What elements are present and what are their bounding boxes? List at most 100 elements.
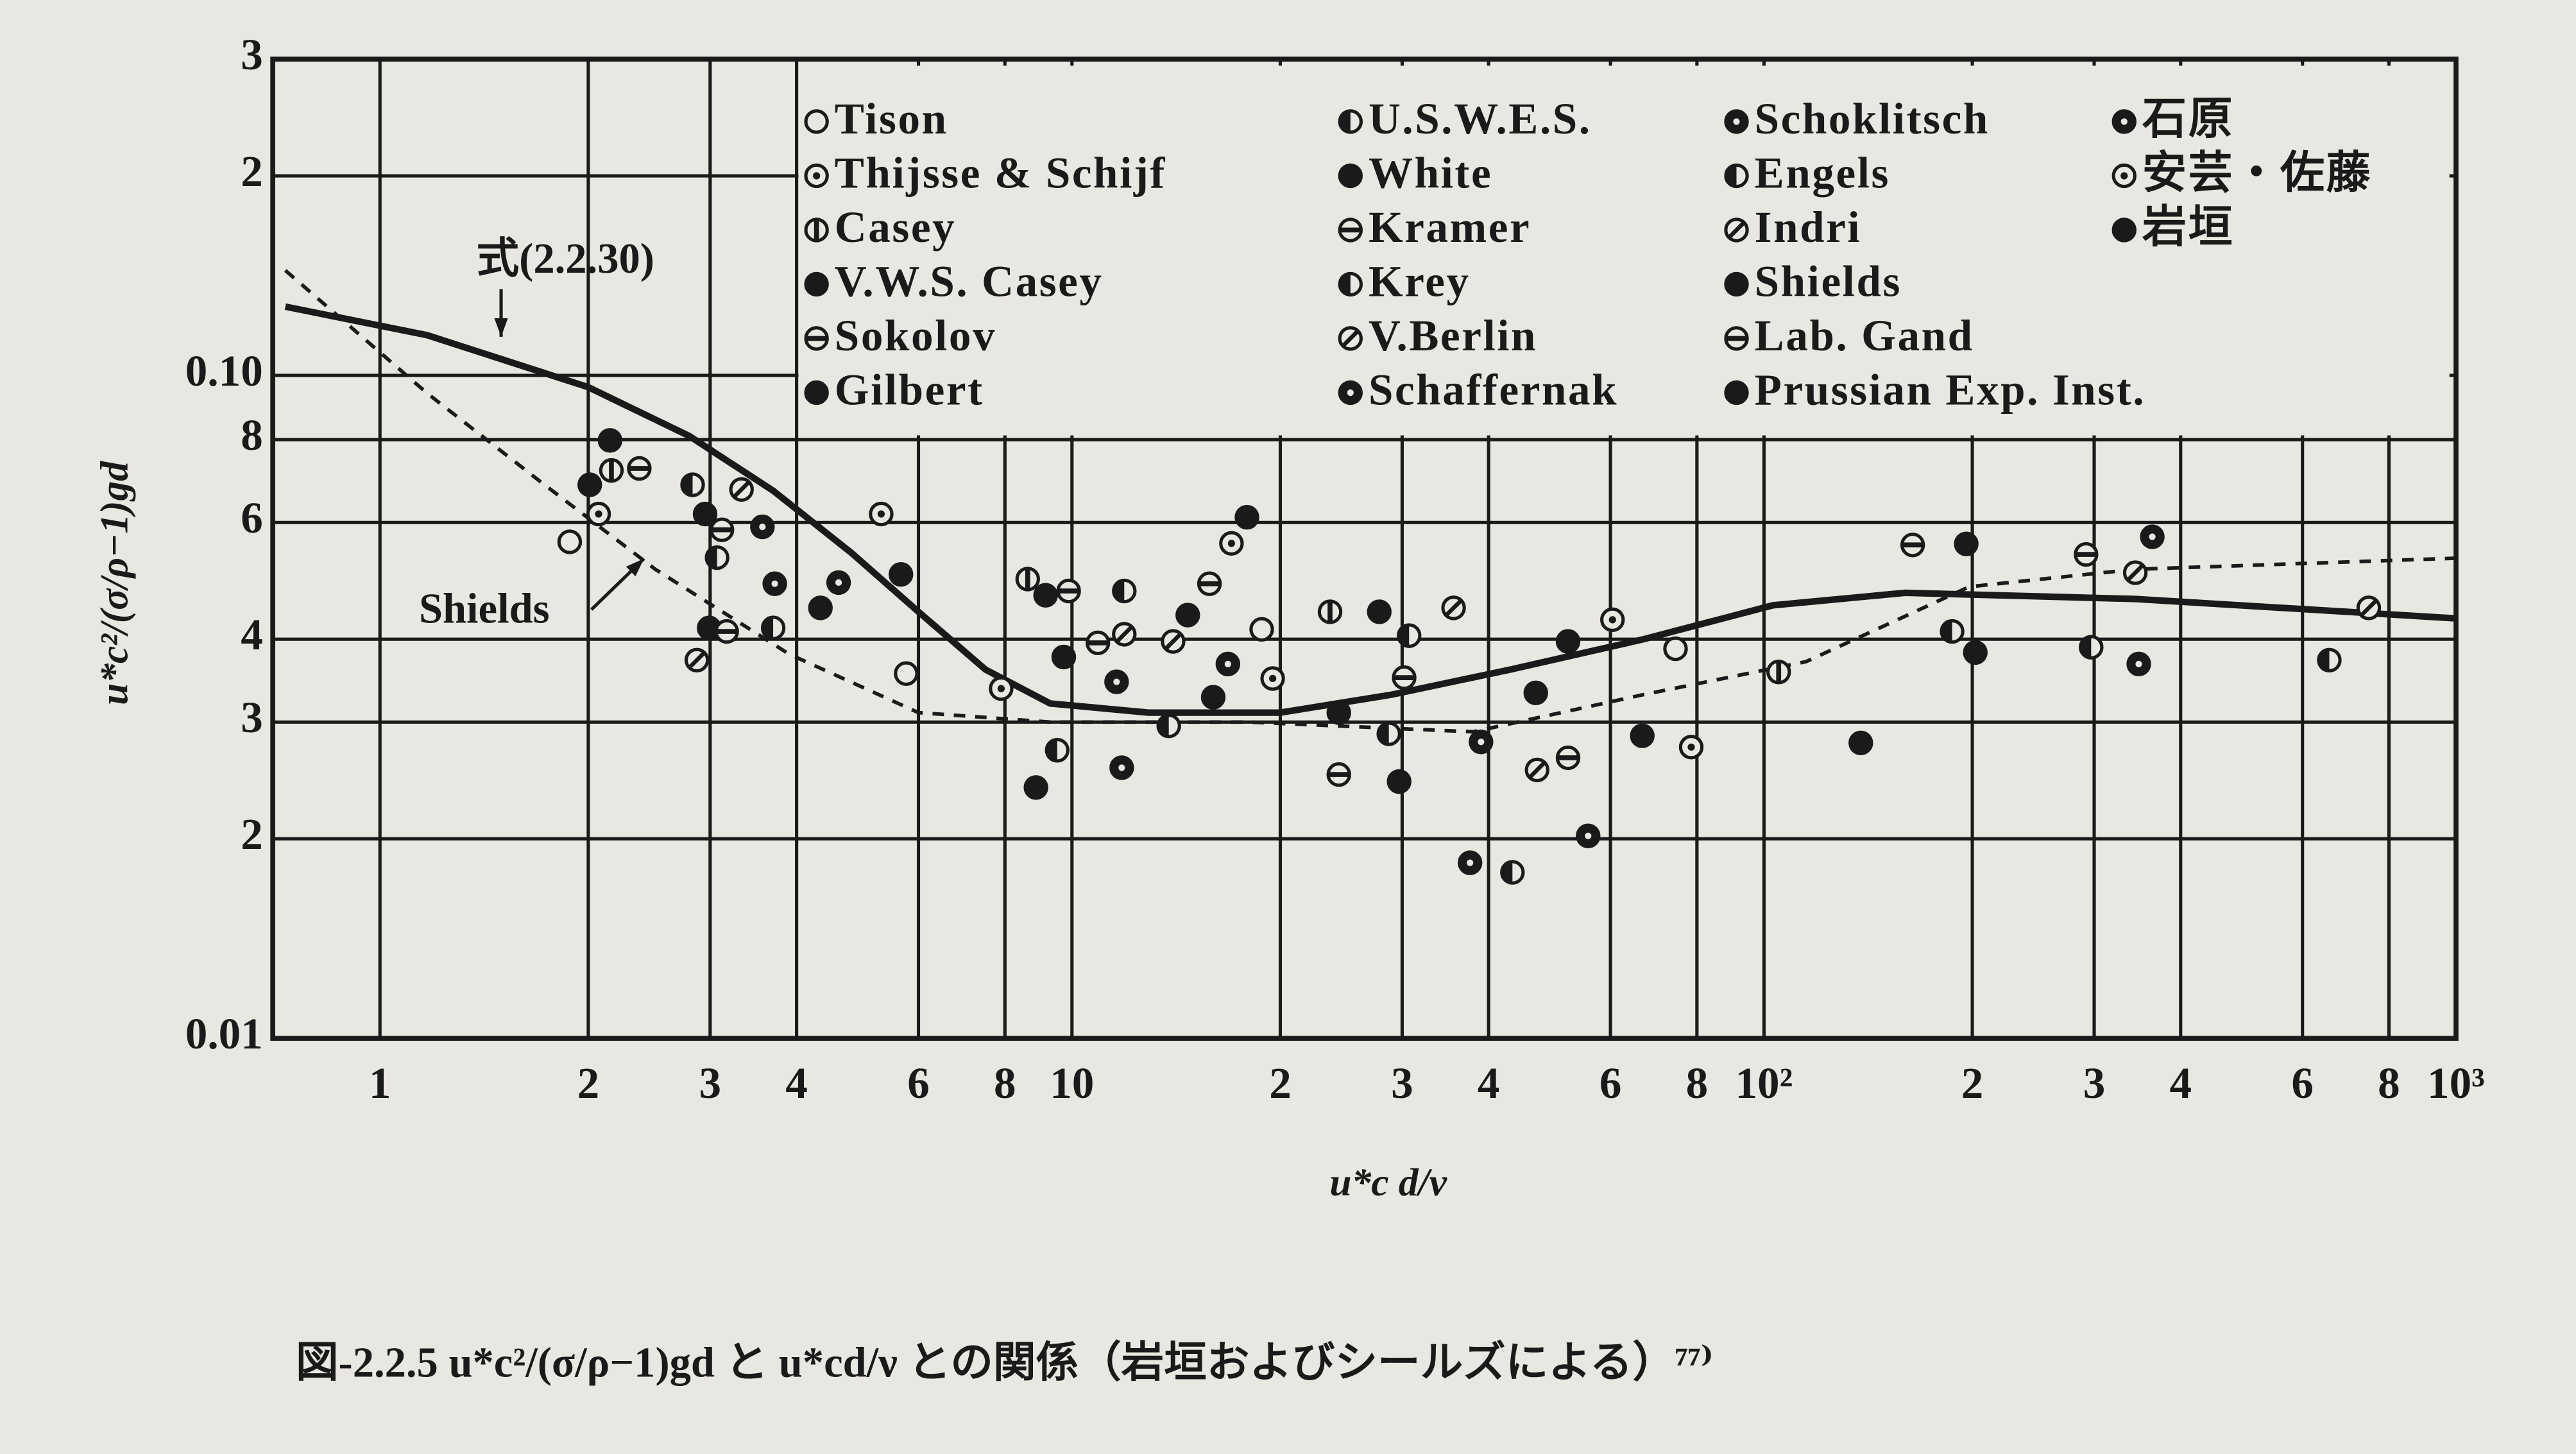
point [1033,583,1058,608]
legend-marker-half [1340,273,1351,295]
point [599,458,624,483]
legend-label: Schaffernak [1369,364,1618,414]
point [1441,595,1466,620]
point-half [1378,723,1389,745]
y-tick-label: 6 [241,493,263,542]
point [1161,629,1186,654]
point [557,529,583,554]
point [888,561,914,587]
point [1015,567,1040,592]
point-center [997,685,1005,692]
caption: 図-2.2.5 u*c²/(σ/ρ−1)gd と u*cd/ν との関係（岩垣お… [296,1339,1714,1387]
point-body [1175,603,1200,628]
point-center [1268,674,1277,683]
legend-marker [1724,380,1749,406]
point-body [1386,769,1412,794]
legend-marker-body [1724,380,1749,406]
legend-label: U.S.W.E.S. [1369,94,1592,143]
legend-marker-bar [1727,221,1746,239]
point [1200,685,1226,710]
point [2122,560,2148,585]
legend-label: V.Berlin [1369,311,1537,360]
point-body [1963,640,1988,665]
point [1940,619,1965,644]
legend-label: Thijsse & Schijf [835,148,1166,197]
legend-label: 安芸・佐藤 [2142,148,2372,197]
point-center [1585,832,1592,839]
point-bar [1444,599,1463,617]
point-bar [2359,599,2378,617]
point [710,517,735,542]
x-tick-label: 3 [1391,1058,1413,1108]
point [2140,524,2165,549]
legend-marker [1724,218,1749,243]
legend-label: V.W.S. Casey [835,256,1104,305]
point [1848,730,1873,756]
legend-marker [804,326,829,351]
point-half [762,617,774,639]
y-tick-label: 4 [241,610,263,659]
legend-marker [1338,163,1363,189]
y-tick-label: 0.10 [185,346,263,395]
point [1215,651,1241,677]
point-half [706,547,717,569]
point [1555,629,1581,654]
point-center [1227,540,1235,547]
point-half [2318,649,2330,671]
legend-marker-body [804,380,829,406]
point-body [1663,636,1688,662]
legend-marker [1724,163,1749,189]
point [1678,735,1704,760]
point [1056,578,1081,604]
legend-marker [1338,218,1363,243]
x-tick-label: 6 [1599,1058,1622,1108]
legend-label: White [1369,148,1492,197]
point-body [894,661,919,686]
y-tick-label: 0.01 [185,1009,263,1058]
point-center [1467,859,1474,866]
point [1576,823,1601,848]
legend-label: Tison [835,94,948,143]
point [1219,531,1244,556]
curve [284,303,2457,716]
legend-marker-body [804,109,829,134]
legend-marker [2111,218,2137,243]
point-bar [2126,563,2145,582]
x-tick-label: 8 [994,1058,1016,1108]
y-tick-label: 2 [241,809,263,859]
x-tick-label: 4 [2169,1058,2192,1108]
legend-label: Prussian Exp. Inst. [1755,364,2146,414]
point [869,501,894,527]
x-tick-label: 10² [1735,1058,1793,1108]
point-half [1113,580,1125,602]
point-center [877,510,885,518]
point [1524,757,1549,783]
legend-background [798,65,2450,436]
point-body [1367,599,1392,624]
legend-marker-body [1724,271,1749,297]
point [808,595,833,620]
legend-label: 石原 [2142,94,2234,143]
legend-marker [804,380,829,406]
legend-marker-body [804,271,829,297]
legend-marker-center [2120,118,2128,125]
point [1109,755,1134,780]
point [1630,723,1655,748]
plot-frame [270,56,2459,1041]
point [1555,745,1581,771]
point [680,472,705,497]
legend-marker-center [813,172,821,180]
point-center [595,510,602,518]
x-tick-label: 4 [785,1058,808,1108]
legend-label: 岩垣 [2142,202,2234,252]
point [2079,635,2104,660]
legend-label: Lab. Gand [1755,311,1974,360]
point [894,661,919,686]
point-bar [732,480,751,499]
point [989,676,1014,701]
point-center [1224,660,1231,667]
legend-marker [804,109,829,134]
legend-marker-bar [1341,329,1360,348]
legend-marker [1338,109,1363,134]
